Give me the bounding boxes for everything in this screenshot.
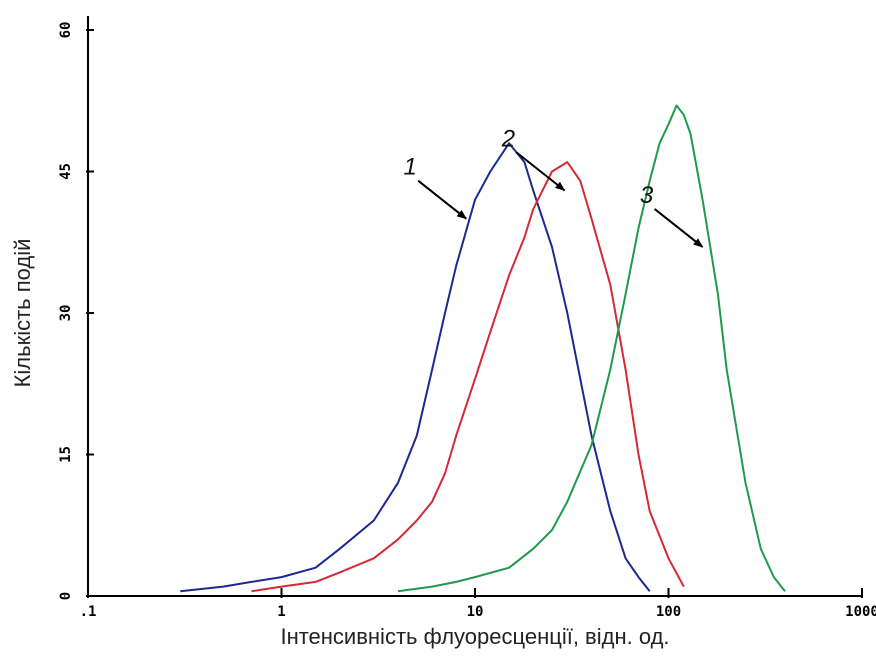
x-tick-label: 1000 — [845, 604, 876, 620]
y-tick-label: 0 — [58, 592, 74, 600]
x-tick-label: 1 — [277, 604, 285, 620]
y-tick-label: 60 — [58, 22, 74, 39]
series-line-3 — [397, 104, 786, 593]
annotation-label-3: 3 — [640, 182, 654, 209]
y-axis-title: Кількість подій — [10, 239, 35, 388]
y-tick-label: 30 — [58, 305, 74, 322]
y-tick-label: 45 — [58, 163, 74, 180]
annotation-arrow-1 — [417, 179, 467, 220]
series-line-1 — [180, 142, 651, 593]
x-tick-label: 100 — [656, 604, 681, 620]
annotation-label-2: 2 — [501, 125, 515, 152]
series-line-2 — [251, 161, 685, 593]
annotation-layer: 1 2 3 — [403, 125, 704, 248]
y-tick-label: 15 — [58, 446, 74, 463]
annotation-arrow-3 — [653, 208, 704, 248]
x-tick-label: 10 — [467, 604, 484, 620]
x-axis-title: Інтенсивність флуоресценції, відн. од. — [280, 624, 669, 649]
tick-group: .1 1 10 100 1000 0 15 30 45 60 — [58, 22, 876, 620]
annotation-label-1: 1 — [403, 154, 416, 181]
series-layer — [180, 104, 786, 593]
annotation-arrow-2 — [515, 151, 566, 192]
axes — [87, 16, 862, 597]
x-tick-label: .1 — [80, 604, 97, 620]
